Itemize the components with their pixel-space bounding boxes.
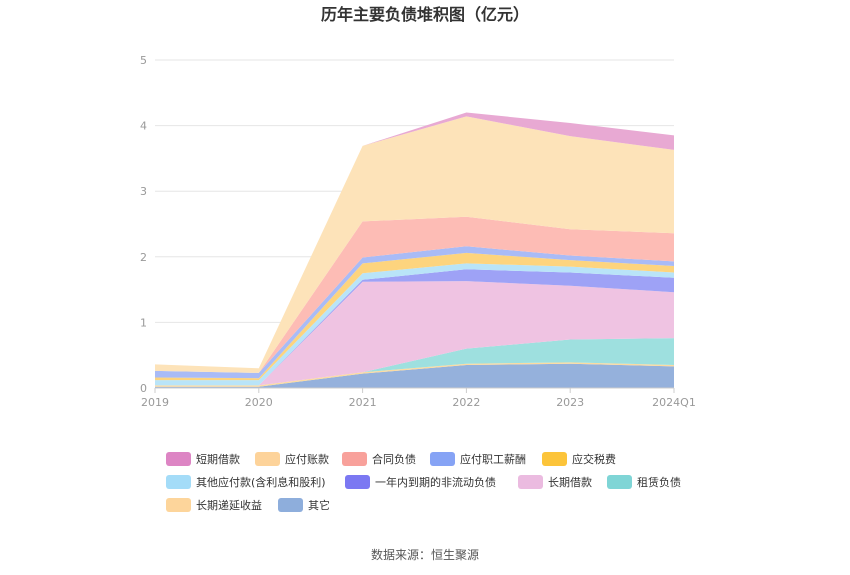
area-series-2 [155,362,674,387]
x-tick-label: 2022 [452,396,480,409]
area-series-3 [155,338,674,386]
area-series-11 [155,112,674,369]
x-tick-label: 2019 [141,396,169,409]
y-tick-label: 0 [140,382,147,395]
data-source: 数据来源：恒生聚源 [371,547,479,562]
legend-swatch [166,452,191,466]
x-tick-label: 2021 [349,396,377,409]
legend-swatch [430,452,455,466]
area-series [155,112,674,388]
legend-label: 应付账款 [285,452,329,466]
legend-swatch [278,498,303,512]
y-tick-label: 5 [140,54,147,67]
x-tick-label: 2020 [245,396,273,409]
axes: 0 1 2 3 4 5 2019 2020 2021 2022 2023 2024Q1 [140,54,696,409]
legend-label: 长期借款 [548,475,592,489]
x-tick-label: 2023 [556,396,584,409]
legend-swatch [345,475,370,489]
legend-label: 一年内到期的非流动负债 [375,475,496,489]
legend-swatch [166,498,191,512]
legend-swatch [166,475,191,489]
chart-title: 历年主要负债堆积图（亿元） [321,5,529,24]
area-series-10 [155,116,674,373]
area-series-7 [155,252,674,381]
y-tick-label: 1 [140,316,147,329]
legend-swatch [342,452,367,466]
legend-label: 应交税费 [572,452,616,466]
y-tick-label: 4 [140,120,147,133]
legend-label: 短期借款 [196,452,240,466]
area-series-9 [155,216,674,373]
legend-swatch [607,475,632,489]
legend-swatch [518,475,543,489]
legend-label: 租赁负债 [637,475,681,489]
area-series-1 [155,363,674,388]
x-tick-label: 2024Q1 [652,396,696,409]
legend-label: 长期递延收益 [196,498,262,512]
legend-label: 其他应付款(含利息和股利) [196,475,326,489]
legend-swatch [255,452,280,466]
area-series-8 [155,246,674,379]
legend-label: 其它 [308,498,330,512]
y-tick-label: 3 [140,185,147,198]
area-series-6 [155,263,674,386]
area-series-4 [155,281,674,386]
area-series-5 [155,269,674,386]
legend-label: 合同负债 [372,452,416,466]
legend-swatch [542,452,567,466]
legend-label: 应付职工薪酬 [460,452,526,466]
y-tick-label: 2 [140,251,147,264]
